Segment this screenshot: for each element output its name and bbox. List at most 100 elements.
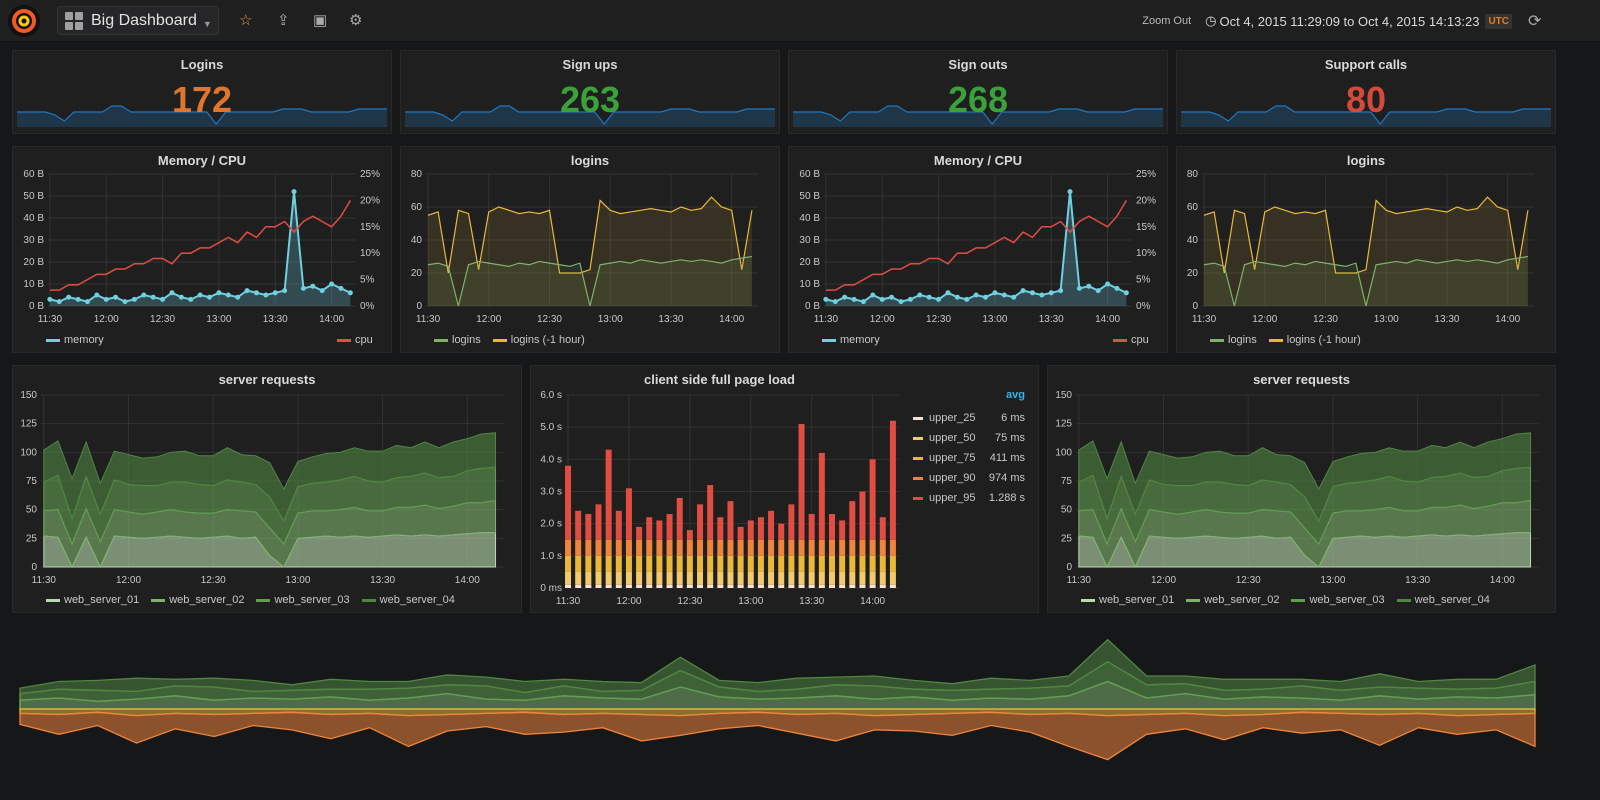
legend-item-logins-1h[interactable]: logins (-1 hour): [1268, 334, 1361, 346]
bar-upper_75: [565, 555, 572, 572]
bar-upper_90: [889, 539, 896, 556]
legend-item-upper_50[interactable]: upper_50 75 ms: [913, 428, 1025, 448]
memory-point: [1123, 290, 1129, 296]
share-icon[interactable]: ⇪: [277, 12, 290, 29]
grafana-logo[interactable]: [8, 5, 40, 37]
chart-canvas[interactable]: 0 20 40 60 80 11:30 12:00 12:30 13:00 13:30 14:00: [401, 147, 779, 352]
bar-upper_50: [798, 571, 805, 585]
memory-point: [1076, 285, 1082, 291]
bar-upper_95: [697, 504, 704, 540]
x-tick-label: 14:00: [1095, 314, 1120, 325]
legend-item-web_server_03[interactable]: web_server_03: [1291, 594, 1385, 606]
x-tick-label: 12:00: [616, 596, 641, 607]
x-tick-label: 13:00: [206, 314, 231, 325]
legend-item-memory[interactable]: memory: [46, 334, 104, 346]
bar-upper_90: [727, 539, 734, 556]
chart-canvas[interactable]: 0 ms 1.0 s 2.0 s 3.0 s 4.0 s 5.0 s 6.0 s 11:30 1…: [531, 366, 1038, 612]
bar-upper_25: [625, 584, 632, 588]
chart-canvas[interactable]: 0 B 10 B 20 B 30 B 40 B 50 B 60 B 11:30 12:00 12:…: [13, 147, 391, 352]
legend-item-web_server_02[interactable]: web_server_02: [1186, 594, 1279, 606]
refresh-icon[interactable]: ⟳: [1528, 13, 1542, 30]
time-range-picker[interactable]: ◷ Oct 4, 2015 11:29:09 to Oct 4, 2015 14…: [1205, 13, 1512, 29]
memory-point: [823, 296, 829, 302]
legend-item-web_server_03[interactable]: web_server_03: [256, 594, 350, 606]
bar-upper_95: [575, 510, 582, 540]
x-tick-label: 13:30: [1039, 314, 1064, 325]
legend-item-web_server_01[interactable]: web_server_01: [46, 594, 139, 606]
y-tick-label: 5.0 s: [540, 422, 562, 433]
legend-swatch: [913, 416, 923, 420]
chart-canvas[interactable]: 0 20 40 60 80 11:30 12:00 12:30 13:00 13:30 14:00: [1177, 147, 1555, 352]
legend-avg: 1.288 s: [988, 492, 1025, 504]
sparkline-line: [17, 105, 387, 125]
stacked-area: [19, 638, 1536, 695]
legend-item-web_server_04[interactable]: web_server_04: [361, 594, 455, 606]
y-tick-label: 2.0 s: [540, 519, 562, 530]
memory-point: [1039, 292, 1045, 298]
stat-value: 172: [171, 79, 233, 120]
legend-item-web_server_02[interactable]: web_server_02: [151, 594, 244, 606]
x-tick-label: 13:00: [738, 596, 763, 607]
memory-point: [178, 294, 184, 300]
stat-title: Sign ups: [562, 57, 618, 72]
bar-upper_95: [808, 514, 815, 540]
y-tick-label: 30 B: [799, 235, 820, 246]
legend-item-upper_90[interactable]: upper_90 974 ms: [913, 468, 1025, 488]
legend-avg-header[interactable]: avg: [1006, 389, 1025, 401]
bar-upper_50: [879, 571, 886, 585]
bar-upper_25: [697, 584, 704, 588]
y-tick-label: 20: [411, 268, 423, 279]
legend-item-upper_95[interactable]: upper_95 1.288 s: [913, 488, 1025, 508]
chart-canvas[interactable]: 0 B 10 B 20 B 30 B 40 B 50 B 60 B 11:30 12:00 12:…: [789, 147, 1167, 352]
bar-upper_95: [778, 523, 785, 540]
x-tick-label: 12:00: [1151, 575, 1176, 586]
series-line: [427, 196, 753, 274]
bar-upper_75: [656, 555, 663, 572]
sparkline: [1181, 105, 1551, 127]
chart-canvas[interactable]: 0 25 50 75 100 125 150 11:30 12:00 12:30 13:00 13:3…: [13, 366, 520, 612]
save-icon[interactable]: ▣: [313, 12, 328, 29]
legend-item-upper_75[interactable]: upper_75 411 ms: [913, 448, 1025, 468]
bar-upper_25: [575, 584, 582, 588]
legend-item-web_server_01[interactable]: web_server_01: [1081, 594, 1174, 606]
legend-item-cpu[interactable]: cpu: [337, 334, 373, 346]
memory-point: [983, 294, 989, 300]
legend-item-web_server_04[interactable]: web_server_04: [1396, 594, 1490, 606]
logins-panel: 0 20 40 60 80 11:30 12:00 12:30 13:00 13:30 14:00 …: [1176, 146, 1556, 353]
zoom-out-button[interactable]: Zoom Out: [1142, 15, 1192, 27]
x-tick-label: 12:00: [116, 575, 141, 586]
gear-icon[interactable]: ⚙: [349, 12, 363, 29]
memory-point: [1011, 294, 1017, 300]
bar-upper_25: [565, 584, 572, 588]
dashboard-picker-button[interactable]: Big Dashboard ▼: [57, 6, 219, 35]
y-tick-label: 10 B: [799, 279, 820, 290]
chart-canvas[interactable]: 0 25 50 75 100 125 150 11:30 12:00 12:30 13:00 13:3…: [1048, 366, 1555, 612]
legend-name: upper_95: [929, 492, 976, 504]
bar-upper_50: [849, 571, 856, 585]
bar-upper_25: [636, 584, 643, 588]
y-right-tick-label: 25%: [1136, 169, 1156, 180]
clock-icon: ◷: [1205, 13, 1217, 28]
bar-upper_75: [768, 555, 775, 572]
legend-item-upper_25[interactable]: upper_25 6 ms: [913, 408, 1025, 428]
bar-upper_25: [717, 584, 724, 588]
memory-point: [188, 296, 194, 302]
legend-item-logins-1h[interactable]: logins (-1 hour): [492, 334, 585, 346]
legend-item-logins[interactable]: logins: [1210, 334, 1257, 346]
legend-item-logins[interactable]: logins: [434, 334, 481, 346]
memory-line: [825, 191, 1127, 303]
panel-title: server requests: [218, 372, 316, 387]
legend-item-cpu[interactable]: cpu: [1113, 334, 1149, 346]
bar-upper_75: [839, 555, 846, 572]
stacked-area-web_server_04: [43, 432, 497, 523]
y-tick-label: 0 B: [805, 301, 820, 312]
bar-upper_50: [615, 571, 622, 585]
cpu-line: [825, 200, 1128, 291]
legend-item-memory[interactable]: memory: [822, 334, 880, 346]
legend-name: upper_90: [929, 472, 976, 484]
bar-upper_90: [737, 539, 744, 556]
bar-upper_50: [656, 571, 663, 585]
star-icon[interactable]: ☆: [239, 12, 253, 29]
y-tick-label: 6.0 s: [540, 390, 562, 401]
chart-canvas[interactable]: [12, 625, 1555, 795]
